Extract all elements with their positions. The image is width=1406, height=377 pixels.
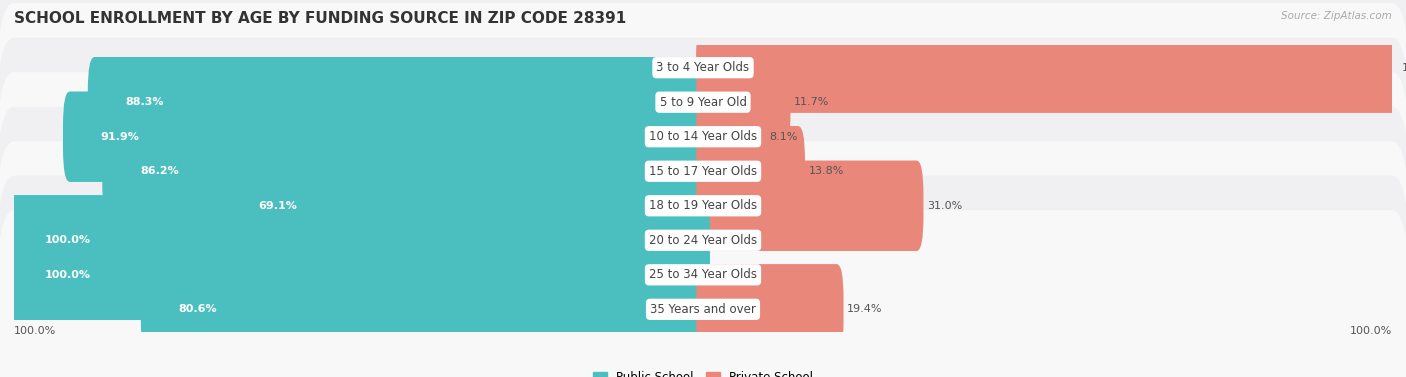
FancyBboxPatch shape: [0, 107, 1406, 305]
Text: 100.0%: 100.0%: [45, 270, 91, 280]
Text: 8.1%: 8.1%: [769, 132, 797, 142]
Text: 13.8%: 13.8%: [808, 166, 844, 176]
Text: 0.0%: 0.0%: [717, 270, 745, 280]
Text: 20 to 24 Year Olds: 20 to 24 Year Olds: [650, 234, 756, 247]
Text: 35 Years and over: 35 Years and over: [650, 303, 756, 316]
Text: 91.9%: 91.9%: [101, 132, 139, 142]
Text: 86.2%: 86.2%: [141, 166, 179, 176]
Text: 15 to 17 Year Olds: 15 to 17 Year Olds: [650, 165, 756, 178]
FancyBboxPatch shape: [141, 264, 710, 354]
FancyBboxPatch shape: [87, 57, 710, 147]
FancyBboxPatch shape: [7, 230, 710, 320]
FancyBboxPatch shape: [103, 126, 710, 216]
Text: 19.4%: 19.4%: [846, 304, 883, 314]
FancyBboxPatch shape: [0, 0, 1406, 167]
FancyBboxPatch shape: [696, 92, 766, 182]
FancyBboxPatch shape: [696, 57, 790, 147]
Text: 88.3%: 88.3%: [125, 97, 165, 107]
Text: 69.1%: 69.1%: [257, 201, 297, 211]
FancyBboxPatch shape: [0, 141, 1406, 339]
Text: 0.0%: 0.0%: [661, 63, 689, 73]
Text: 0.0%: 0.0%: [717, 235, 745, 245]
Text: 100.0%: 100.0%: [14, 326, 56, 336]
Text: 100.0%: 100.0%: [45, 235, 91, 245]
FancyBboxPatch shape: [696, 264, 844, 354]
Text: Source: ZipAtlas.com: Source: ZipAtlas.com: [1281, 11, 1392, 21]
FancyBboxPatch shape: [63, 92, 710, 182]
Legend: Public School, Private School: Public School, Private School: [588, 366, 818, 377]
FancyBboxPatch shape: [696, 23, 1399, 113]
Text: 80.6%: 80.6%: [179, 304, 218, 314]
Text: 10 to 14 Year Olds: 10 to 14 Year Olds: [650, 130, 756, 143]
FancyBboxPatch shape: [0, 72, 1406, 270]
Text: SCHOOL ENROLLMENT BY AGE BY FUNDING SOURCE IN ZIP CODE 28391: SCHOOL ENROLLMENT BY AGE BY FUNDING SOUR…: [14, 11, 626, 26]
Text: 100.0%: 100.0%: [1402, 63, 1406, 73]
Text: 25 to 34 Year Olds: 25 to 34 Year Olds: [650, 268, 756, 281]
Text: 31.0%: 31.0%: [927, 201, 962, 211]
FancyBboxPatch shape: [0, 3, 1406, 201]
FancyBboxPatch shape: [0, 38, 1406, 236]
Text: 18 to 19 Year Olds: 18 to 19 Year Olds: [650, 199, 756, 212]
Text: 5 to 9 Year Old: 5 to 9 Year Old: [659, 96, 747, 109]
Text: 11.7%: 11.7%: [794, 97, 830, 107]
FancyBboxPatch shape: [696, 126, 806, 216]
FancyBboxPatch shape: [7, 195, 710, 285]
Text: 100.0%: 100.0%: [1350, 326, 1392, 336]
FancyBboxPatch shape: [221, 161, 710, 251]
FancyBboxPatch shape: [0, 176, 1406, 374]
FancyBboxPatch shape: [0, 210, 1406, 377]
Text: 3 to 4 Year Olds: 3 to 4 Year Olds: [657, 61, 749, 74]
FancyBboxPatch shape: [696, 161, 924, 251]
